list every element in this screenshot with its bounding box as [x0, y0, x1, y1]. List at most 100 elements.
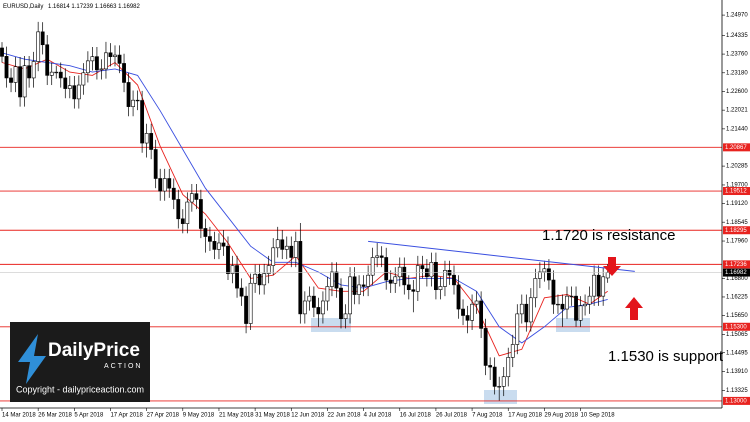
level-label: 1.13000	[725, 398, 747, 404]
y-tick-label: 1.22600	[726, 89, 748, 95]
candle-body	[81, 72, 86, 86]
y-tick-label: 1.13910	[726, 369, 748, 375]
candle-body	[551, 279, 556, 305]
candle-body	[547, 268, 551, 281]
level-label-box	[723, 396, 750, 405]
candle-body	[470, 303, 474, 321]
x-tick-label: 26 Jul 2018	[436, 413, 468, 419]
x-tick-label: 5 Apr 2018	[74, 413, 104, 419]
level-label-box	[723, 226, 750, 235]
candle-body	[203, 228, 208, 237]
x-tick-label: 21 May 2018	[219, 413, 254, 419]
candle-body	[212, 241, 217, 250]
candle-body	[601, 276, 606, 297]
x-tick-label: 16 Jul 2018	[400, 413, 432, 419]
candle-body	[31, 61, 36, 79]
arrow-up	[625, 297, 643, 320]
y-tick-label: 1.19120	[726, 201, 748, 207]
candle-body	[149, 133, 154, 150]
candle-body	[189, 193, 194, 203]
moving-average	[1, 52, 608, 344]
candle-body	[542, 268, 547, 273]
arrow-down	[603, 257, 621, 276]
candle-body	[302, 300, 307, 315]
close: 1.16982	[118, 4, 140, 10]
candle-body	[298, 241, 303, 315]
y-tick-label: 1.23180	[726, 70, 748, 76]
highlight-box	[484, 390, 517, 404]
candle-body	[266, 265, 271, 274]
candle-body	[208, 236, 212, 242]
candle-body	[402, 266, 407, 286]
candle-body	[605, 272, 610, 279]
candle-body	[58, 71, 63, 79]
candle-body	[334, 271, 339, 289]
candle-body	[0, 47, 4, 57]
logo-icon	[18, 334, 46, 384]
candle-body	[330, 271, 334, 287]
x-tick-label: 26 Mar 2018	[38, 413, 72, 419]
candle-body	[537, 271, 542, 279]
candle-body	[343, 313, 348, 320]
candle-body	[524, 303, 529, 323]
candle-body	[361, 284, 366, 287]
candle-body	[519, 303, 524, 315]
highlight-box	[556, 318, 590, 332]
candle-body	[244, 295, 248, 324]
candle-body	[506, 357, 511, 378]
x-tick-label: 29 Aug 2018	[544, 413, 578, 419]
candle-body	[393, 276, 398, 284]
y-tick-label: 1.16800	[726, 276, 748, 282]
candle-body	[176, 199, 181, 220]
candle-body	[406, 284, 411, 291]
candle-body	[452, 274, 456, 286]
brand-word: Daily	[48, 340, 94, 361]
candle-body	[22, 65, 27, 98]
brand-tag: ACTION	[104, 363, 142, 370]
candle-body	[528, 297, 533, 323]
symbol: EURUSD,Daily	[3, 4, 43, 10]
candle-body	[483, 328, 488, 366]
candle-body	[180, 218, 185, 224]
low: 1.16663	[95, 4, 117, 10]
candle-body	[479, 300, 484, 329]
candle-body	[271, 247, 276, 266]
y-tick-label: 1.24970	[726, 13, 748, 19]
candle-body	[113, 54, 117, 57]
candle-body	[4, 56, 9, 79]
candle-body	[76, 84, 81, 100]
plot	[0, 21, 722, 402]
x-tick-label: 9 May 2018	[183, 413, 215, 419]
annotation: 1.1720 is resistance	[542, 227, 675, 244]
candle-body	[321, 300, 325, 315]
candle-body	[474, 300, 479, 305]
trendline	[368, 240, 635, 272]
candle-body	[144, 133, 149, 144]
candle-body	[357, 284, 361, 295]
x-tick-label: 4 Jul 2018	[364, 413, 392, 419]
candle-body	[235, 265, 239, 289]
candle-body	[217, 242, 221, 250]
candle-body	[49, 71, 54, 76]
candle-body	[533, 278, 538, 299]
candle-body	[226, 245, 230, 274]
candle-body	[420, 265, 425, 270]
candle-body	[257, 273, 262, 286]
candle-body	[198, 199, 203, 229]
candle-body	[122, 63, 126, 83]
candle-body	[370, 257, 375, 276]
x-tick-label: 12 Jun 2018	[291, 413, 325, 419]
candle-body	[465, 315, 470, 321]
y-tick-label: 1.14495	[726, 350, 748, 356]
candle-body	[248, 282, 253, 324]
high: 1.17239	[71, 4, 93, 10]
x-tick-label: 17 Aug 2018	[508, 413, 542, 419]
x-tick-label: 7 Aug 2018	[472, 413, 503, 419]
candle-body	[461, 308, 465, 316]
candle-body	[9, 77, 13, 83]
candle-body	[18, 66, 22, 98]
candle-body	[108, 52, 113, 57]
level-label-box	[723, 187, 750, 196]
candle-body	[27, 65, 32, 79]
candle-body	[384, 257, 389, 281]
